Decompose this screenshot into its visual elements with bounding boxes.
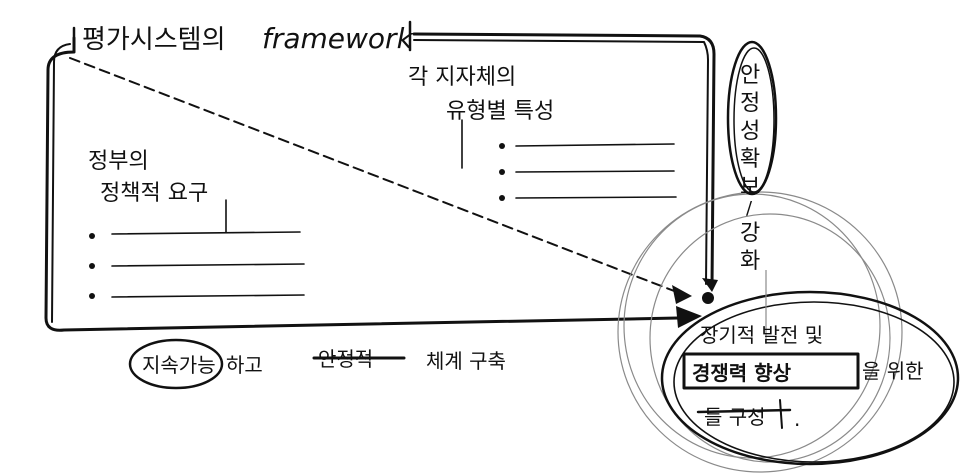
target-struck: 틀 구성 [704,405,766,429]
target-period: . [794,407,800,431]
bottom-arrowhead [676,306,702,328]
svg-text:성: 성 [740,119,760,144]
bullet-dot [89,263,95,269]
svg-text:정: 정 [740,91,760,116]
stability-oval [726,40,778,196]
bottom-after-circled: 하고 [226,353,263,377]
right-bullet-list [461,119,677,201]
bullet-dot [89,233,95,239]
framework-frame [44,20,716,332]
bullet-line [111,263,305,267]
competitiveness-box [682,352,860,390]
svg-text:안: 안 [740,63,760,88]
target-oval [660,290,960,466]
bullet-dot [499,143,505,149]
bullet-dot [89,293,95,299]
circled-sustainable: 지속가능 [142,353,216,377]
target-after-boxed: 을 위한 [862,359,924,383]
right-heading-line1: 각 지자체의 [408,65,516,90]
bullet-line [111,294,305,298]
svg-text:보: 보 [740,175,760,200]
target-dot [702,292,714,304]
target-boxed: 경쟁력 향상 [692,361,792,385]
target-line1: 장기적 발전 및 [700,323,823,347]
sustainable-oval [128,338,224,390]
svg-text:화: 화 [740,249,760,274]
bullet-line [111,231,301,235]
left-heading-line2: 정책적 요구 [100,181,208,206]
svg-text:확: 확 [740,147,760,172]
left-bullet-list [89,199,305,299]
diagonal-dashed-arrow [69,57,683,295]
bullet-line [515,170,675,173]
title-english: framework [262,22,415,55]
title-korean: 평가시스템의 [82,25,226,55]
diagonal-arrowhead [672,285,692,304]
stability-vertical-text: 안 정 성 확 보 / 강 화 [740,63,760,274]
svg-text:강: 강 [740,221,760,246]
right-arrowhead [702,278,718,292]
bullet-line [515,143,675,147]
left-heading-line1: 정부의 [88,149,149,174]
right-heading-line2: 유형별 특성 [446,99,554,124]
svg-text:/: / [746,198,753,219]
bullet-line [515,196,677,199]
bullet-dot [499,169,505,175]
bottom-rest: 체계 구축 [426,349,506,373]
bullet-dot [499,195,505,201]
